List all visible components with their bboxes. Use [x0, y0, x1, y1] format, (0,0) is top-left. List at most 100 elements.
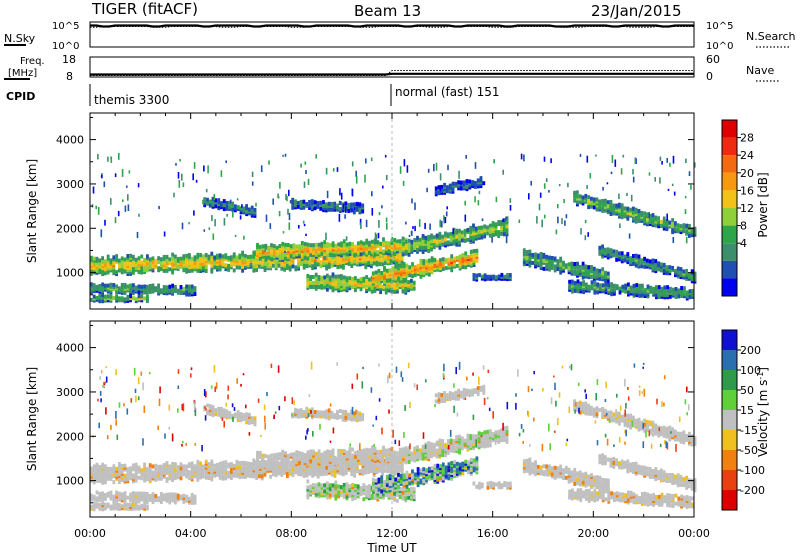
- power-cell: [472, 277, 476, 282]
- power-cell: [406, 165, 409, 173]
- power-cell: [403, 159, 406, 167]
- velocity-cell: [227, 470, 230, 475]
- velocity-cell: [298, 451, 301, 456]
- power-cell: [386, 175, 388, 181]
- power-cell: [185, 253, 188, 258]
- power-cell: [505, 235, 508, 244]
- power-cell: [176, 288, 180, 293]
- power-cell: [283, 249, 286, 254]
- power-cell: [320, 241, 324, 246]
- power-cell: [332, 168, 335, 172]
- power-cell: [595, 268, 599, 273]
- velocity-cell: [252, 466, 256, 471]
- power-cell: [604, 282, 608, 287]
- velocity-cell: [224, 460, 228, 465]
- velocity-cell: [317, 449, 321, 454]
- power-cell: [126, 185, 128, 188]
- velocity-cell: [146, 492, 149, 496]
- velocity-cell: [362, 483, 366, 488]
- velocity-cell: [132, 502, 135, 507]
- power-cell: [609, 200, 611, 209]
- power-cell: [578, 194, 582, 199]
- velocity-cell: [218, 465, 222, 470]
- power-cell: [306, 246, 310, 251]
- power-cell: [104, 219, 106, 226]
- velocity-cell: [278, 452, 282, 457]
- power-cell: [235, 255, 239, 260]
- velocity-cell: [123, 473, 127, 478]
- power-cell: [239, 206, 243, 211]
- power-cell: [193, 162, 196, 169]
- power-cell: [435, 239, 439, 244]
- power-cell: [683, 286, 686, 291]
- velocity-cell: [309, 449, 313, 454]
- power-cell: [221, 254, 225, 259]
- power-cell: [263, 262, 267, 266]
- power-cell: [502, 226, 506, 231]
- velocity-cell: [143, 466, 146, 471]
- power-cell: [356, 278, 360, 283]
- power-cell: [221, 262, 225, 267]
- power-cell: [638, 283, 641, 288]
- date-title: 23/Jan/2015: [591, 2, 682, 20]
- power-cell: [469, 249, 473, 254]
- power-cell: [345, 236, 348, 241]
- power-cell: [98, 284, 102, 288]
- velocity-cell: [302, 473, 306, 478]
- velocity-cell: [331, 448, 335, 453]
- power-cell: [315, 154, 317, 159]
- power-cell: [225, 160, 227, 164]
- beam-title: Beam 13: [354, 2, 421, 20]
- power-colorbar-swatch: [722, 278, 737, 296]
- power-cell: [619, 223, 621, 229]
- velocity-cell: [368, 484, 371, 489]
- velocity-cell: [303, 453, 307, 458]
- power-cell: [264, 251, 268, 256]
- power-cell: [154, 258, 158, 263]
- power-cell: [320, 283, 324, 288]
- velocity-cell: [326, 495, 329, 500]
- power-cell: [303, 241, 307, 246]
- power-cell: [667, 188, 670, 191]
- velocity-cell: [368, 448, 371, 453]
- power-cell: [671, 183, 674, 186]
- power-cell: [590, 280, 594, 285]
- power-cell: [351, 277, 354, 281]
- power-cell: [232, 252, 236, 257]
- velocity-cell: [101, 462, 104, 467]
- power-cell: [666, 158, 668, 163]
- power-cell: [267, 255, 271, 260]
- power-cell: [646, 212, 649, 217]
- power-cell: [90, 288, 93, 293]
- power-colorbar-tick-label: 12: [740, 202, 754, 215]
- power-cell: [438, 231, 442, 236]
- power-cell: [334, 243, 338, 248]
- power-cell: [308, 257, 312, 262]
- power-cell: [437, 185, 441, 190]
- power-cell: [375, 260, 379, 265]
- power-cell: [382, 284, 385, 289]
- power-cell: [427, 168, 430, 173]
- power-cell: [688, 289, 692, 294]
- power-cell: [199, 253, 202, 258]
- velocity-cell: [373, 494, 377, 498]
- power-cell: [314, 261, 317, 266]
- power-cell: [104, 259, 107, 264]
- power-colorbar-swatch: [722, 225, 737, 244]
- power-cell: [466, 227, 470, 232]
- power-cell: [425, 259, 428, 264]
- power-cell: [503, 274, 507, 279]
- power-cell: [252, 264, 256, 269]
- velocity-cell: [132, 473, 135, 478]
- power-cell: [427, 245, 431, 249]
- power-ytick-label: 2000: [56, 222, 84, 235]
- velocity-cell: [412, 487, 416, 492]
- power-cell: [227, 255, 230, 260]
- velocity-cell: [314, 451, 318, 456]
- power-cell: [614, 159, 617, 167]
- power-cell: [500, 219, 503, 224]
- power-cell: [660, 262, 663, 267]
- velocity-cell: [407, 487, 410, 492]
- cpid-label: CPID: [6, 90, 35, 103]
- power-cell: [216, 265, 219, 270]
